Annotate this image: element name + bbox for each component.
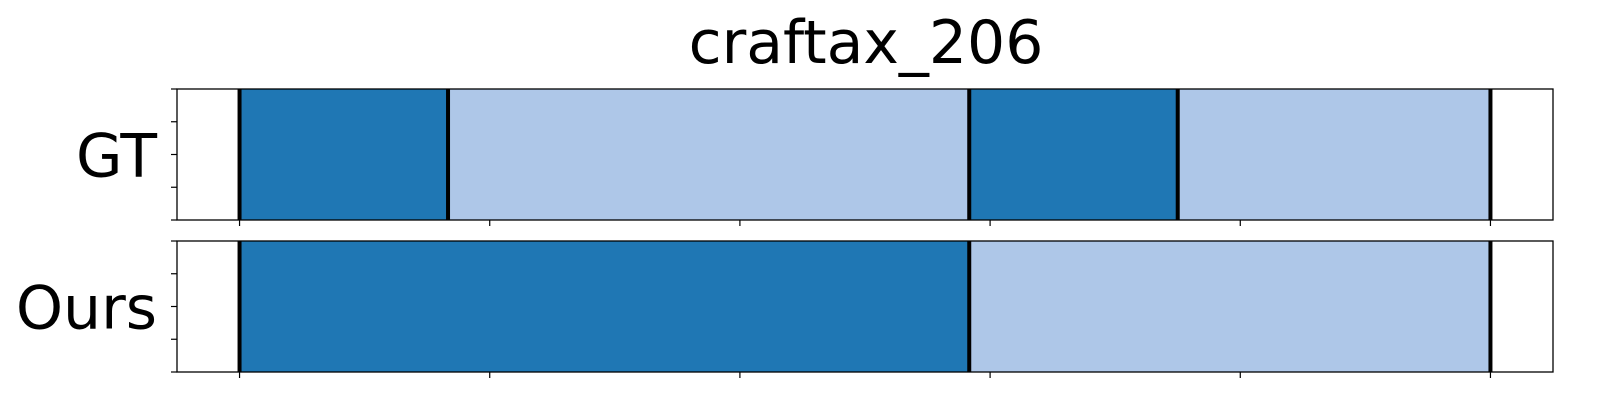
panels: GT Ours (16, 88, 1554, 378)
segment-gt-0 (239, 89, 449, 220)
segment-ours-1 (969, 241, 1491, 372)
segment-gt-3 (1177, 89, 1491, 220)
segment-gt-2 (969, 89, 1178, 220)
segment-gt-1 (448, 89, 970, 220)
chart-title: craftax_206 (689, 8, 1044, 78)
segment-ours-0 (239, 241, 970, 372)
row-label-ours: Ours (16, 274, 157, 344)
row-label-gt: GT (76, 122, 157, 192)
